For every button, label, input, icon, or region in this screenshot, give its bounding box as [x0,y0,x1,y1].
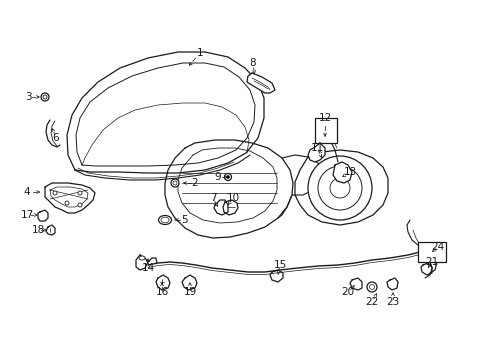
Ellipse shape [139,256,145,260]
Text: 9: 9 [214,172,221,182]
Text: 18: 18 [31,225,44,235]
Circle shape [41,93,49,101]
Polygon shape [294,150,387,225]
Text: 7: 7 [209,193,216,203]
Circle shape [226,175,229,179]
Circle shape [329,178,349,198]
Text: 3: 3 [24,92,31,102]
Text: 14: 14 [141,263,154,273]
Text: 10: 10 [226,193,239,203]
Text: 15: 15 [273,260,286,270]
Text: 4: 4 [23,187,30,197]
Text: 11: 11 [310,143,323,153]
Text: 5: 5 [182,215,188,225]
Polygon shape [246,73,274,93]
Circle shape [366,282,376,292]
Polygon shape [307,143,325,162]
Text: 23: 23 [386,297,399,307]
Polygon shape [156,275,170,290]
Text: 24: 24 [430,242,444,252]
Circle shape [78,191,82,195]
Ellipse shape [161,217,169,223]
Polygon shape [38,210,48,221]
Text: 22: 22 [365,297,378,307]
Circle shape [171,179,179,187]
Circle shape [43,95,47,99]
Polygon shape [182,275,197,290]
Circle shape [317,166,361,210]
Text: 8: 8 [249,58,256,68]
Circle shape [173,181,177,185]
Polygon shape [45,183,95,213]
Ellipse shape [158,216,171,225]
Circle shape [53,191,57,195]
Polygon shape [223,200,238,215]
Polygon shape [332,162,351,183]
Text: 17: 17 [20,210,34,220]
Text: 6: 6 [53,133,59,143]
Circle shape [307,156,371,220]
Text: 16: 16 [155,287,168,297]
Text: 13: 13 [343,167,356,177]
Text: 20: 20 [341,287,354,297]
Text: 12: 12 [318,113,331,123]
Bar [314,118,336,143]
Bar [417,242,445,262]
Text: 19: 19 [183,287,196,297]
Circle shape [78,203,82,207]
Circle shape [65,201,69,205]
Text: 1: 1 [196,48,203,58]
Polygon shape [214,200,227,215]
Polygon shape [46,225,55,235]
Text: 2: 2 [191,178,198,188]
Polygon shape [67,52,264,173]
Circle shape [224,174,231,180]
Text: 21: 21 [425,257,438,267]
Circle shape [369,284,374,289]
Polygon shape [164,140,292,238]
